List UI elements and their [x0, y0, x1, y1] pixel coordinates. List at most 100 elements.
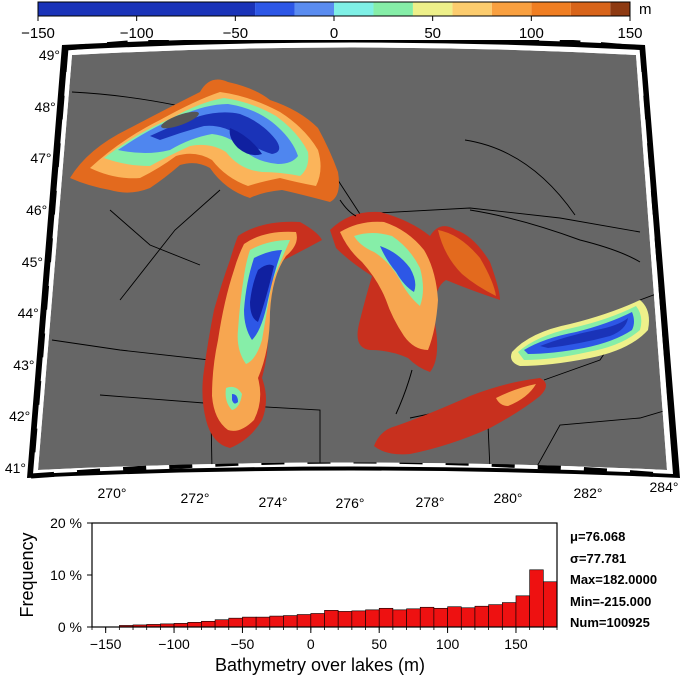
x-tick-label: −50 — [231, 636, 255, 652]
colorbar-tick-label: 50 — [424, 25, 441, 42]
histogram-bar — [406, 608, 421, 628]
histogram-y-ticks: 0 % 10 % 20 % — [50, 515, 92, 635]
frame-stripe — [650, 190, 658, 215]
lake-huron — [330, 211, 500, 372]
histogram-bar — [324, 610, 339, 628]
frame-stripe — [600, 42, 622, 49]
x-tick-label: 150 — [504, 636, 528, 652]
histogram-bar — [351, 610, 366, 628]
frame-stripe — [42, 285, 50, 310]
frame-stripe — [647, 142, 654, 168]
frame-stripe — [65, 43, 87, 51]
longitude-label: 282° — [574, 485, 603, 501]
colorbar-ticks: −150 −100 −50 0 50 100 150 — [21, 16, 643, 42]
colorbar-tick-label: −100 — [120, 25, 154, 42]
colorbar-tick-label: −150 — [21, 25, 55, 42]
stat-sigma: σ=77.781 — [570, 550, 627, 566]
frame-stripe — [76, 468, 101, 476]
longitude-labels: 270° 272° 274° 276° 278° 280° 282° 284° — [98, 479, 679, 510]
colorbar-tick-label: 0 — [330, 25, 338, 42]
frame-stripe — [57, 95, 65, 120]
colorbar-segment — [294, 2, 334, 16]
frame-stripe — [106, 40, 128, 48]
histogram-bar — [187, 622, 202, 628]
histogram-bar — [501, 602, 517, 628]
frame-stripe — [34, 380, 42, 405]
histogram: 0 % 10 % 20 % −150 −100 −50 0 50 100 150 Frequen… — [17, 515, 558, 675]
longitude-label: 280° — [494, 490, 523, 506]
stat-min: Min=-215.000 — [570, 593, 652, 609]
lake-ontario — [511, 300, 649, 366]
frame-stripe — [122, 465, 147, 472]
frame-stripe — [30, 428, 38, 453]
frame-stripe — [629, 470, 654, 477]
histogram-bar — [529, 569, 544, 628]
frame-stripe — [559, 40, 581, 46]
histogram-bar — [296, 614, 312, 628]
lake-michigan — [202, 221, 322, 448]
histogram-bar — [419, 606, 435, 628]
colorbar-segment — [452, 2, 492, 16]
histogram-bar — [255, 616, 271, 628]
histogram-bar — [228, 617, 243, 628]
histogram-bar — [543, 581, 558, 628]
longitude-label: 274° — [259, 494, 288, 510]
x-tick-label: 0 — [307, 636, 315, 652]
frame-stripe — [537, 464, 561, 471]
longitude-label: 272° — [181, 490, 210, 506]
latitude-label: 48° — [35, 99, 56, 115]
colorbar-segment — [373, 2, 413, 16]
histogram-x-ticks: −150 −100 −50 0 50 100 150 — [90, 627, 558, 652]
colorbar-tick-label: 150 — [617, 25, 642, 42]
histogram-bar — [474, 605, 489, 628]
latitude-label: 42° — [9, 408, 30, 424]
lake-superior — [70, 79, 339, 202]
y-tick-label: 10 % — [50, 567, 82, 583]
latitude-label: 49° — [39, 47, 60, 63]
frame-stripe — [49, 190, 57, 215]
latitude-label: 45° — [22, 254, 43, 270]
lake-erie — [374, 378, 546, 455]
rivers — [339, 199, 641, 415]
histogram-bar — [242, 616, 257, 628]
frame-stripe — [148, 40, 170, 44]
frame-stripe — [30, 471, 55, 479]
colorbar: −150 −100 −50 0 50 100 150 m — [21, 1, 652, 42]
colorbar-segments — [38, 2, 630, 16]
histogram-bar — [433, 607, 448, 628]
colorbar-segment — [412, 2, 453, 16]
frame-stripe — [169, 462, 193, 470]
stat-max: Max=182.0000 — [570, 572, 658, 587]
histogram-bars — [119, 569, 558, 628]
latitude-labels: 49° 48° 47° 46° 45° 44° 43° 42° 41° — [5, 47, 60, 476]
frame-stripe — [61, 47, 69, 72]
histogram-bar — [365, 609, 380, 628]
histogram-bar — [447, 606, 462, 628]
colorbar-unit: m — [639, 1, 652, 18]
frame-stripe — [53, 142, 61, 168]
x-tick-label: −100 — [158, 636, 190, 652]
frame-stripe — [669, 428, 677, 453]
longitude-label: 270° — [98, 485, 127, 501]
histogram-bar — [269, 615, 284, 628]
y-tick-label: 0 % — [58, 619, 82, 635]
frame-stripe — [665, 380, 673, 405]
colorbar-segment — [491, 2, 532, 16]
frame-stripe — [491, 461, 515, 468]
colorbar-segment — [570, 2, 611, 16]
colorbar-segment — [255, 2, 295, 16]
frame-stripe — [46, 238, 53, 263]
frame-stripe — [643, 95, 651, 120]
frame-stripe — [639, 47, 647, 72]
histogram-ylabel: Frequency — [17, 532, 37, 617]
frame-stripe — [654, 238, 662, 263]
histogram-bar — [515, 595, 530, 628]
histogram-bar — [310, 613, 325, 628]
latitude-label: 41° — [5, 460, 26, 476]
latitude-label: 46° — [26, 202, 47, 218]
latitude-label: 44° — [18, 305, 39, 321]
longitude-label: 276° — [336, 495, 365, 510]
histogram-bar — [378, 607, 394, 628]
y-tick-label: 20 % — [50, 515, 82, 531]
frame-stripe — [658, 285, 666, 310]
